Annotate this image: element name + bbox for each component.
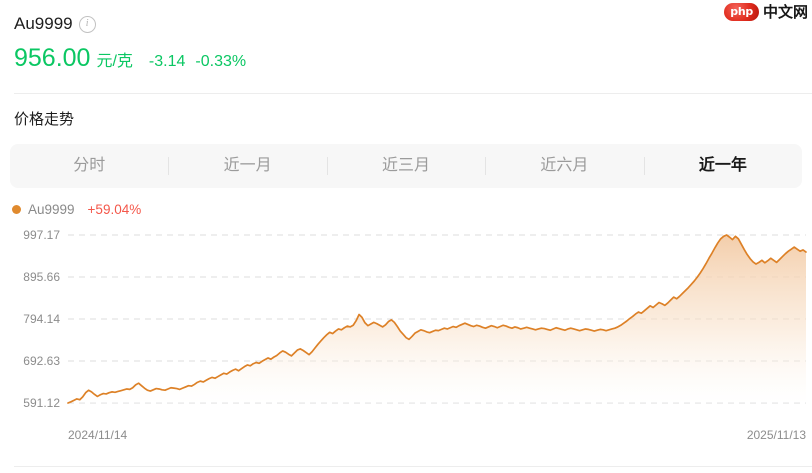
price-summary: 956.00 元/克 -3.14 -0.33% bbox=[0, 35, 812, 73]
chart-area-fill bbox=[68, 234, 806, 404]
brand-name: 中文网 bbox=[762, 3, 808, 21]
legend-change-percent: +59.04% bbox=[87, 202, 142, 217]
legend-series-name: Au9999 bbox=[28, 202, 75, 217]
chart-line bbox=[67, 234, 807, 404]
svg-text:794.14: 794.14 bbox=[23, 312, 60, 326]
tab-3months[interactable]: 近三月 bbox=[326, 144, 485, 188]
x-axis-start-label: 2024/11/14 bbox=[68, 428, 127, 442]
info-icon[interactable]: i bbox=[78, 15, 96, 33]
price-change-percent: -0.33% bbox=[195, 53, 247, 70]
php-badge-icon: php bbox=[724, 3, 759, 21]
header-divider bbox=[14, 93, 812, 94]
chart-legend: Au9999 +59.04% bbox=[0, 188, 812, 217]
tab-1year[interactable]: 近一年 bbox=[643, 144, 802, 188]
symbol-header: Au9999 i bbox=[0, 0, 812, 35]
price-change-absolute: -3.14 bbox=[148, 53, 186, 70]
svg-text:997.17: 997.17 bbox=[23, 228, 60, 242]
tab-intraday[interactable]: 分时 bbox=[73, 157, 106, 174]
chart-svg: 997.17 895.66 794.14 692.63 591.12 bbox=[23, 228, 807, 410]
x-axis-end-label: 2025/11/13 bbox=[747, 428, 806, 442]
svg-text:591.12: 591.12 bbox=[23, 396, 60, 410]
price-chart[interactable]: 997.17 895.66 794.14 692.63 591.12 2024/11/1… bbox=[0, 223, 812, 442]
site-logo: php 中文网 bbox=[724, 2, 808, 22]
section-title: 价格走势 bbox=[14, 111, 75, 128]
chart-y-axis-labels: 997.17 895.66 794.14 692.63 591.12 bbox=[23, 228, 60, 410]
chart-x-axis: 2024/11/14 2025/11/13 bbox=[68, 428, 806, 442]
page-title: Au9999 bbox=[14, 14, 73, 33]
svg-text:895.66: 895.66 bbox=[23, 270, 60, 284]
tab-6months[interactable]: 近六月 bbox=[485, 144, 643, 188]
footer-divider bbox=[14, 466, 812, 467]
tab-1month[interactable]: 近一月 bbox=[168, 144, 326, 188]
legend-dot-icon bbox=[12, 205, 21, 214]
range-tabbar: 分时 近一月 近三月 近六月 近一年 bbox=[10, 144, 802, 188]
current-price: 956.00 bbox=[14, 44, 91, 72]
price-unit: 元/克 bbox=[96, 53, 133, 70]
svg-text:692.63: 692.63 bbox=[23, 354, 60, 368]
